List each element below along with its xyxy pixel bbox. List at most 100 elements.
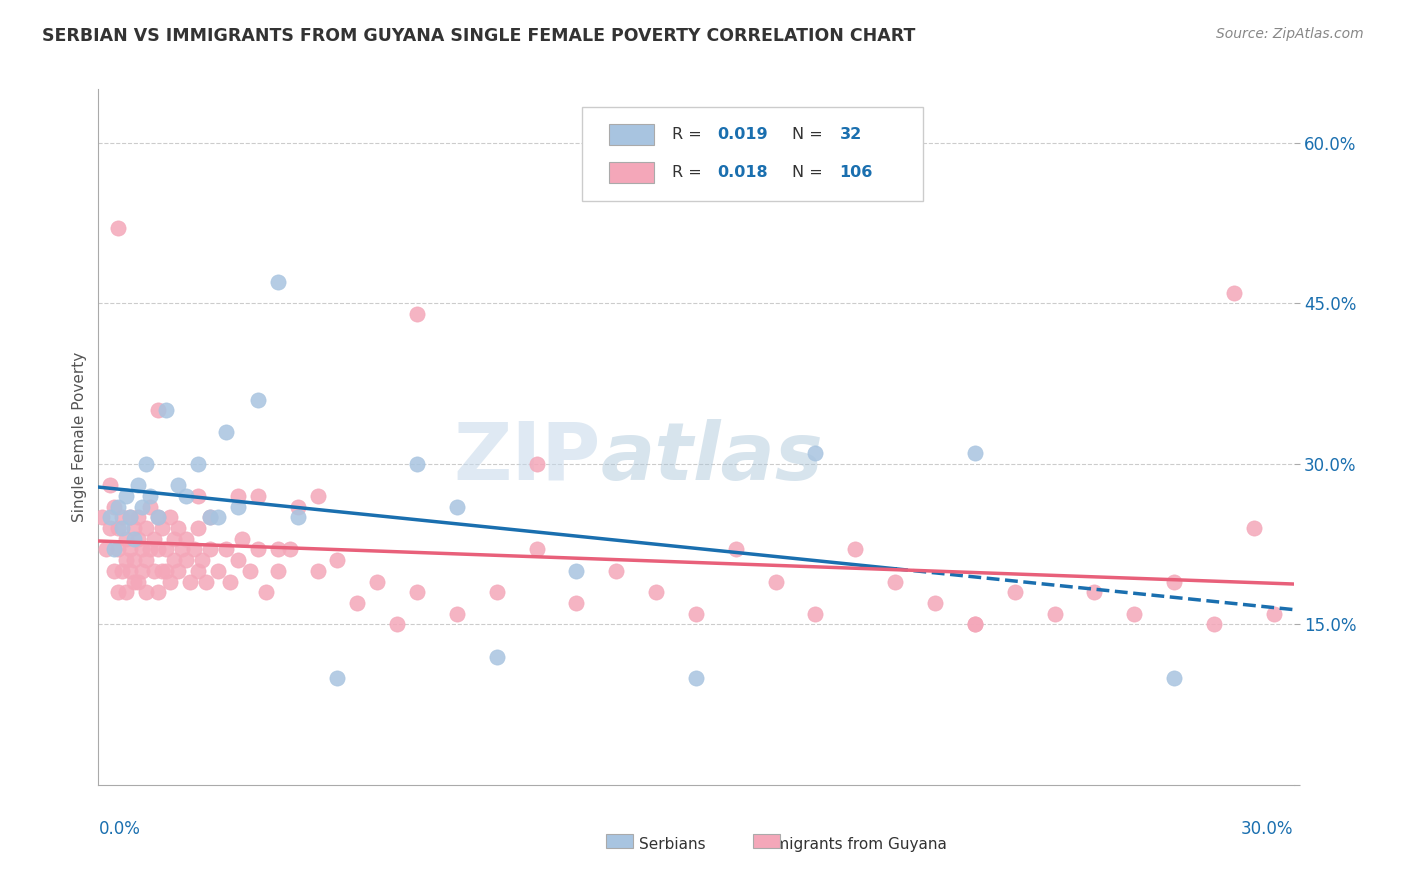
Text: ZIP: ZIP [453, 419, 600, 497]
Point [91, 510, 114, 524]
Point [150, 521, 173, 535]
Point [111, 510, 134, 524]
Point [187, 489, 209, 503]
Point [179, 574, 201, 589]
Text: R =: R = [672, 127, 707, 142]
Point [219, 574, 242, 589]
Point [804, 607, 827, 621]
Point [267, 275, 290, 289]
Text: SERBIAN VS IMMIGRANTS FROM GUYANA SINGLE FEMALE POVERTY CORRELATION CHART: SERBIAN VS IMMIGRANTS FROM GUYANA SINGLE… [42, 27, 915, 45]
Point [143, 532, 166, 546]
Point [163, 553, 186, 567]
Point [246, 392, 269, 407]
Point [139, 489, 162, 503]
Point [155, 564, 177, 578]
Point [167, 564, 190, 578]
Text: N =: N = [792, 165, 828, 180]
Point [446, 500, 468, 514]
Text: 32: 32 [839, 127, 862, 142]
Point [107, 585, 129, 599]
Point [645, 585, 668, 599]
Point [124, 553, 146, 567]
Point [120, 510, 142, 524]
Point [135, 521, 157, 535]
Point [155, 403, 177, 417]
Point [287, 500, 309, 514]
Point [226, 489, 249, 503]
Point [804, 446, 827, 460]
Point [127, 574, 149, 589]
Point [246, 489, 269, 503]
Point [406, 585, 429, 599]
Point [107, 500, 129, 514]
Point [111, 564, 134, 578]
Point [131, 564, 153, 578]
Point [107, 542, 129, 557]
Point [207, 510, 229, 524]
Text: 30.0%: 30.0% [1241, 820, 1294, 838]
Point [135, 585, 157, 599]
Point [565, 564, 588, 578]
Point [1083, 585, 1105, 599]
Point [198, 510, 221, 524]
Point [1243, 521, 1265, 535]
Point [150, 564, 173, 578]
Point [278, 542, 301, 557]
Point [187, 521, 209, 535]
Point [98, 478, 122, 492]
Point [96, 542, 118, 557]
Point [526, 457, 548, 471]
FancyBboxPatch shape [609, 124, 654, 145]
Point [191, 553, 214, 567]
Point [406, 457, 429, 471]
Point [127, 510, 149, 524]
Point [103, 500, 125, 514]
Point [124, 521, 146, 535]
Point [174, 489, 197, 503]
Point [1163, 574, 1185, 589]
Point [385, 617, 409, 632]
Point [131, 542, 153, 557]
FancyBboxPatch shape [754, 834, 780, 847]
Point [1202, 617, 1225, 632]
Point [155, 542, 177, 557]
Point [139, 542, 162, 557]
Point [195, 574, 218, 589]
Point [148, 403, 170, 417]
Point [143, 564, 166, 578]
Point [115, 585, 138, 599]
Point [605, 564, 627, 578]
Text: Serbians: Serbians [638, 837, 706, 852]
Point [124, 532, 146, 546]
Point [148, 510, 170, 524]
Point [124, 574, 146, 589]
Point [226, 500, 249, 514]
Point [1163, 671, 1185, 685]
Point [167, 521, 190, 535]
Text: 0.018: 0.018 [717, 165, 768, 180]
Point [526, 542, 548, 557]
Point [963, 446, 986, 460]
Point [267, 542, 290, 557]
Text: Source: ZipAtlas.com: Source: ZipAtlas.com [1216, 27, 1364, 41]
Text: 106: 106 [839, 165, 873, 180]
Text: atlas: atlas [600, 419, 823, 497]
Point [346, 596, 368, 610]
Point [765, 574, 787, 589]
Point [198, 542, 221, 557]
Point [963, 617, 986, 632]
Point [198, 510, 221, 524]
Point [148, 510, 170, 524]
Point [267, 564, 290, 578]
Point [163, 532, 186, 546]
Point [115, 489, 138, 503]
Text: R =: R = [672, 165, 707, 180]
Point [135, 553, 157, 567]
Point [287, 510, 309, 524]
Point [120, 542, 142, 557]
Point [111, 521, 134, 535]
Point [226, 553, 249, 567]
Point [1004, 585, 1026, 599]
Point [107, 221, 129, 235]
Point [183, 542, 205, 557]
